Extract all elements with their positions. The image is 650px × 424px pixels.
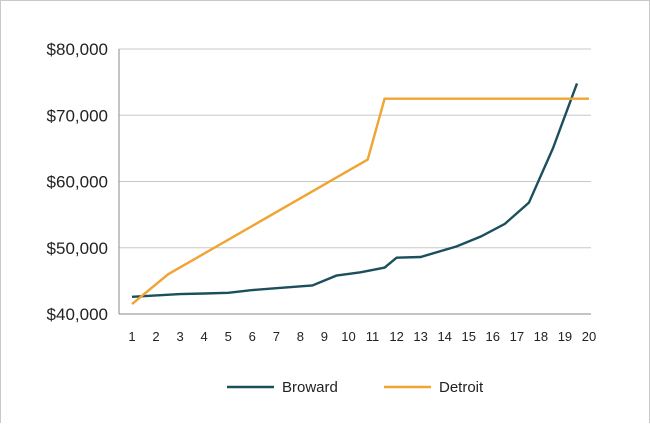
- y-tick-label: $60,000: [47, 173, 108, 192]
- y-tick-label: $70,000: [47, 106, 108, 125]
- x-tick-label: 1: [128, 329, 135, 344]
- series-line-detroit: [131, 97, 589, 306]
- x-tick-label: 11: [366, 329, 380, 344]
- x-tick-label: 7: [273, 329, 280, 344]
- series-line-broward: [131, 82, 579, 298]
- x-tick-label: 9: [321, 329, 328, 344]
- y-tick-label: $50,000: [47, 239, 108, 258]
- x-tick-label: 19: [558, 329, 572, 344]
- x-tick-label: 4: [201, 329, 208, 344]
- x-tick-label: 5: [225, 329, 232, 344]
- x-tick-label: 16: [486, 329, 500, 344]
- x-tick-label: 17: [510, 329, 524, 344]
- x-tick-label: 14: [437, 329, 451, 344]
- x-tick-label: 2: [152, 329, 159, 344]
- x-tick-label: 3: [176, 329, 183, 344]
- legend-label-broward: Broward: [282, 379, 338, 396]
- legend-label-detroit: Detroit: [439, 379, 484, 396]
- y-tick-label: $80,000: [47, 40, 108, 59]
- x-tick-label: 10: [341, 329, 355, 344]
- x-tick-label: 18: [534, 329, 548, 344]
- x-tick-label: 6: [249, 329, 256, 344]
- x-tick-label: 12: [389, 329, 403, 344]
- x-tick-label: 13: [413, 329, 427, 344]
- x-tick-label: 20: [582, 329, 596, 344]
- series-lines: [131, 82, 589, 306]
- x-tick-label: 8: [297, 329, 304, 344]
- gridlines: [119, 48, 591, 249]
- y-tick-label: $40,000: [47, 305, 108, 324]
- x-tick-label: 15: [462, 329, 476, 344]
- legend: Broward Detroit: [227, 379, 484, 396]
